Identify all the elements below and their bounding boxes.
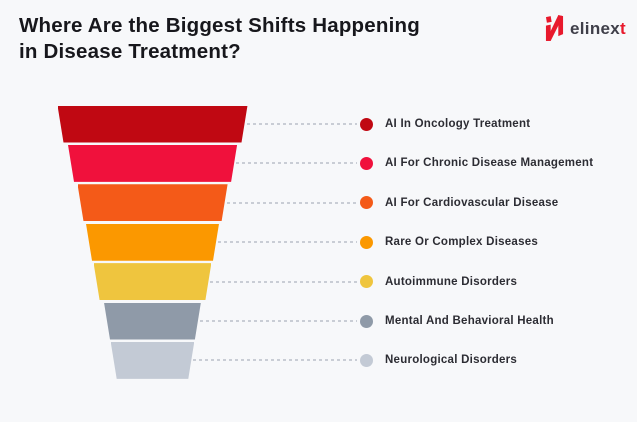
elinext-logo: elinext — [545, 15, 626, 41]
legend-dot — [360, 235, 373, 249]
connector-line — [210, 280, 357, 283]
page-title: Where Are the Biggest Shifts Happening i… — [19, 13, 420, 65]
connector-line — [226, 201, 357, 204]
legend-label: AI In Oncology Treatment — [385, 118, 531, 130]
funnel-stage — [68, 145, 237, 182]
elinext-logo-icon — [545, 15, 564, 41]
funnel-stage — [94, 263, 212, 300]
legend-label: Rare Or Complex Diseases — [385, 236, 539, 249]
connector-line — [218, 241, 357, 244]
legend-dot — [360, 117, 373, 131]
legend-label: Neurological Disorders — [385, 354, 518, 367]
legend-label: Autoimmune Disorders — [385, 275, 518, 288]
legend-dot — [360, 196, 373, 210]
title-line-1: Where Are the Biggest Shifts Happening — [19, 14, 420, 37]
connector-line — [246, 123, 357, 125]
logo-text-main: elinex — [570, 18, 621, 38]
legend-label: AI For Cardiovascular Disease — [385, 196, 559, 209]
legend-label: AI For Chronic Disease Management — [385, 157, 594, 170]
legend-dot — [360, 353, 373, 367]
funnel-stage — [86, 224, 219, 261]
funnel-stage — [111, 342, 195, 379]
connector-line — [199, 320, 357, 322]
legend-label: Mental And Behavioral Health — [385, 315, 554, 327]
funnel-stage — [104, 303, 201, 340]
funnel-stage — [78, 184, 228, 221]
legend-dot — [360, 156, 373, 170]
connector-line — [193, 359, 357, 362]
title-line-2: in Disease Treatment? — [19, 40, 241, 63]
funnel-stage — [58, 106, 248, 143]
connector-line — [236, 162, 357, 165]
legend-dot — [360, 314, 373, 328]
legend-dot — [360, 275, 373, 289]
logo-text-accent: t — [620, 18, 626, 38]
elinext-logo-text: elinext — [570, 20, 626, 37]
